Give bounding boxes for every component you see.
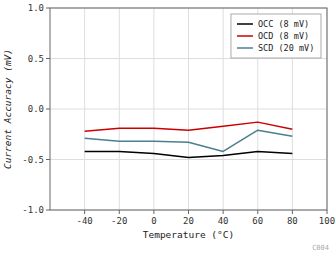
- chart: -40 -20 0 20 40 60 80 100 -1.0 -0.5 0.0 0.5 1.0 OCC (…: [0, 0, 335, 254]
- x-tick: [223, 210, 224, 214]
- series-line: [85, 151, 293, 157]
- legend-swatch: [237, 47, 253, 49]
- x-tick-label: 20: [183, 216, 194, 226]
- grid: [50, 8, 327, 210]
- x-tick: [119, 210, 120, 214]
- y-tick-label: 0.0: [28, 104, 44, 114]
- y-tick-label: -0.5: [22, 155, 44, 165]
- legend-label: SCD (20 mV): [258, 43, 314, 53]
- y-grid-line: [50, 159, 327, 160]
- legend-label: OCD (8 mV): [258, 31, 309, 41]
- x-tick-label: 80: [287, 216, 298, 226]
- y-tick: [46, 159, 50, 160]
- y-tick: [46, 109, 50, 110]
- y-axis-label: Current Accuracy (mV): [2, 49, 13, 169]
- x-tick: [292, 210, 293, 214]
- plot-background: [50, 8, 327, 210]
- x-tick: [153, 210, 154, 214]
- legend-label: OCC (8 mV): [258, 19, 309, 29]
- x-tick-label: -20: [111, 216, 127, 226]
- x-axis-label: Temperature (°C): [143, 229, 235, 240]
- series-line: [85, 130, 293, 151]
- plot-frame: [50, 8, 327, 210]
- x-tick: [84, 210, 85, 214]
- y-grid-line: [50, 109, 327, 110]
- series-line: [85, 122, 293, 131]
- legend-swatch: [237, 35, 253, 37]
- x-tick-label: 100: [319, 216, 335, 226]
- legend-box: [231, 14, 321, 58]
- x-tick: [327, 210, 328, 214]
- x-tick: [188, 210, 189, 214]
- y-tick-label: 0.5: [28, 54, 44, 64]
- x-tick-label: 0: [151, 216, 156, 226]
- y-tick-label: -1.0: [22, 205, 44, 215]
- y-tick-label: 1.0: [28, 3, 44, 13]
- x-tick: [257, 210, 258, 214]
- y-tick: [46, 58, 50, 59]
- legend-swatch: [237, 23, 253, 25]
- y-tick: [46, 8, 50, 9]
- watermark: C004: [312, 244, 329, 252]
- y-tick: [46, 210, 50, 211]
- x-tick-label: -40: [76, 216, 92, 226]
- legend: OCC (8 mV) OCD (8 mV) SCD (20 mV): [231, 14, 321, 58]
- series-lines: [85, 122, 293, 157]
- x-tick-label: 40: [218, 216, 229, 226]
- x-tick-label: 60: [252, 216, 263, 226]
